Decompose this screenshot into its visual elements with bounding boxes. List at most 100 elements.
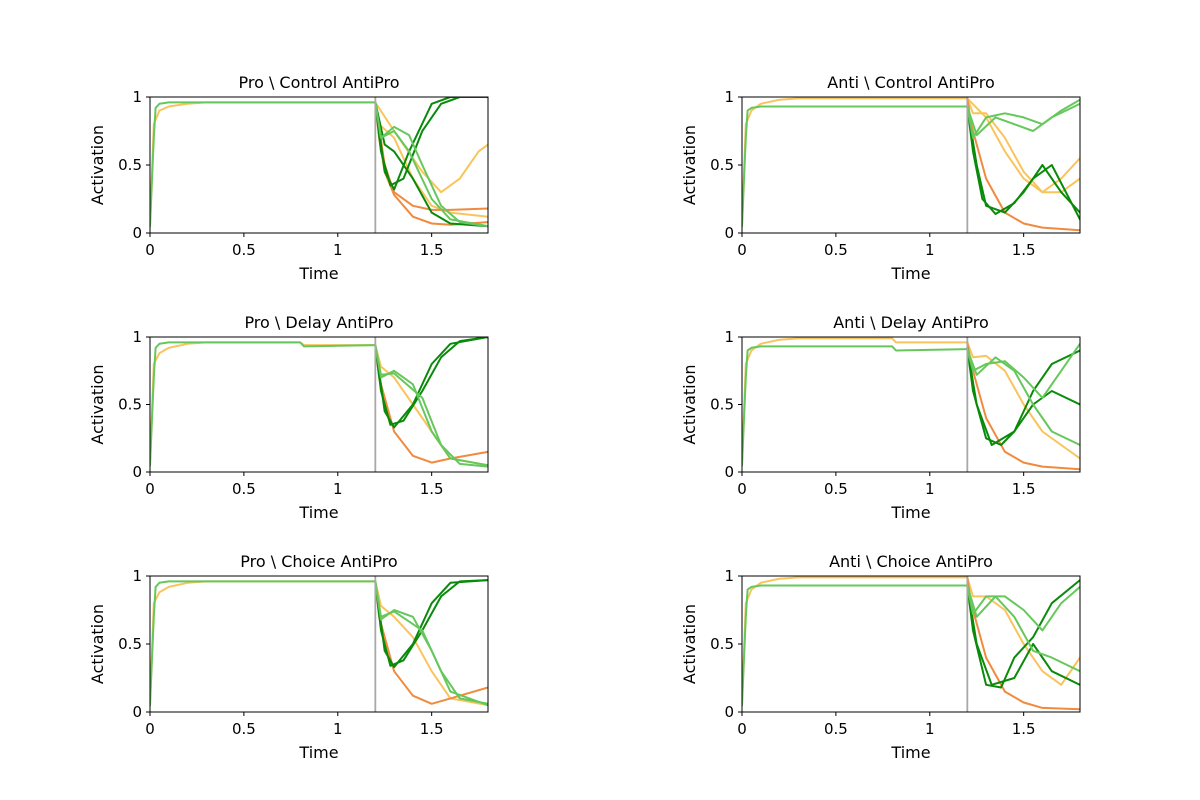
x-tick-label: 1.5 [1012, 720, 1036, 738]
subplot-3: 0 0.5 1 1.5 0 0.5 1 Pro \ Delay AntiPro Time Acti… [88, 313, 489, 522]
series-line-8 [966, 98, 1080, 139]
x-tick-label: 0.5 [232, 720, 256, 738]
subplot-4: 0 0.5 1 1.5 0 0.5 1 Anti \ Delay AntiPro Time Act… [680, 313, 1081, 522]
subplot-1: 0 0.5 1 1.5 0 0.5 1 Pro \ Control AntiPro Time Ac… [88, 73, 489, 283]
series-line-5 [966, 346, 1080, 446]
plot-area [742, 97, 1080, 232]
series-line-9 [374, 101, 488, 228]
x-tick-label: 1.5 [420, 480, 444, 498]
series-line-6 [374, 344, 488, 467]
subplot-2: 0 0.5 1 1.5 0 0.5 1 Anti \ Control AntiPro Time A… [680, 73, 1081, 283]
series-line-8 [966, 348, 1080, 446]
y-tick-label: 1 [132, 567, 142, 585]
y-axis-label: Activation [680, 364, 699, 444]
subplot-title: Pro \ Choice AntiPro [240, 552, 397, 571]
series-line-1 [150, 341, 488, 467]
series-line-1 [742, 97, 969, 228]
series-line-7 [374, 101, 488, 228]
x-tick-label: 0 [737, 241, 747, 259]
y-tick-label: 1 [132, 88, 142, 106]
x-tick-label: 1.5 [1012, 241, 1036, 259]
y-tick-label: 0.5 [710, 396, 734, 414]
plot-area [150, 337, 488, 468]
y-tick-label: 0 [724, 703, 734, 721]
series-line-2 [966, 97, 1080, 194]
series-line-10 [374, 101, 488, 228]
series-line-2 [966, 341, 1080, 460]
x-tick-label: 0 [145, 480, 155, 498]
subplot-5: 0 0.5 1 1.5 0 0.5 1 Pro \ Choice AntiPro Time Act… [88, 552, 489, 762]
series-line-6 [966, 105, 1080, 214]
series-line-4 [374, 579, 488, 669]
y-tick-label: 0.5 [118, 156, 142, 174]
series-line-5 [374, 97, 488, 187]
series-line-4 [374, 337, 488, 429]
x-tick-label: 1 [925, 241, 935, 259]
y-axis-label: Activation [88, 364, 107, 444]
subplot-title: Pro \ Control AntiPro [238, 73, 399, 92]
series-line-6 [742, 345, 969, 467]
series-line-2 [374, 580, 488, 705]
y-tick-label: 1 [132, 328, 142, 346]
series-line-7 [742, 105, 969, 228]
series-line-6 [374, 97, 488, 191]
axes-frame [741, 336, 1081, 473]
y-tick-label: 0 [724, 224, 734, 242]
subplot-title: Anti \ Control AntiPro [827, 73, 994, 92]
x-tick-label: 0.5 [824, 720, 848, 738]
x-tick-label: 0 [145, 241, 155, 259]
axes-frame [149, 96, 489, 234]
series-line-8 [966, 584, 1080, 673]
x-tick-label: 1 [925, 480, 935, 498]
y-tick-label: 0.5 [118, 396, 142, 414]
y-tick-label: 0 [132, 463, 142, 481]
x-tick-label: 1.5 [420, 720, 444, 738]
x-tick-label: 0 [145, 720, 155, 738]
series-line-5 [966, 105, 1080, 221]
x-tick-label: 0.5 [232, 241, 256, 259]
x-tick-label: 0.5 [232, 480, 256, 498]
series-line-8 [150, 101, 377, 228]
plot-area [742, 576, 1080, 711]
y-axis-label: Activation [88, 604, 107, 684]
y-tick-label: 0.5 [710, 635, 734, 653]
series-line-6 [374, 580, 488, 707]
series-line-3 [374, 337, 488, 426]
x-tick-label: 1.5 [420, 241, 444, 259]
x-tick-label: 1 [333, 720, 343, 738]
series-line-1 [742, 576, 969, 707]
x-axis-label: Time [298, 743, 338, 762]
y-axis-label: Activation [680, 604, 699, 684]
series-line-7 [374, 580, 488, 705]
y-tick-label: 1 [724, 328, 734, 346]
plot-area [150, 97, 488, 228]
series-line-5 [150, 341, 377, 467]
y-axis-label: Activation [88, 125, 107, 205]
subplot-6: 0 0.5 1 1.5 0 0.5 1 Anti \ Choice AntiPro Time Ac… [680, 552, 1081, 762]
series-line-7 [374, 344, 488, 468]
series-line-1 [150, 580, 488, 707]
x-tick-label: 1 [333, 241, 343, 259]
series-line-5 [150, 580, 377, 707]
x-tick-label: 0 [737, 480, 747, 498]
y-tick-label: 0.5 [710, 156, 734, 174]
subplot-title: Anti \ Delay AntiPro [833, 313, 989, 332]
y-tick-label: 0 [132, 224, 142, 242]
x-tick-label: 1.5 [1012, 480, 1036, 498]
subplot-title: Anti \ Choice AntiPro [829, 552, 993, 571]
y-tick-label: 0 [132, 703, 142, 721]
y-tick-label: 1 [724, 567, 734, 585]
x-axis-label: Time [298, 264, 338, 283]
x-tick-label: 1 [925, 720, 935, 738]
series-line-7 [966, 342, 1080, 399]
series-line-5 [966, 584, 1080, 686]
x-axis-label: Time [890, 503, 930, 522]
y-tick-label: 0.5 [118, 635, 142, 653]
axes-frame [741, 96, 1081, 234]
series-line-1 [742, 337, 969, 467]
y-axis-label: Activation [680, 125, 699, 205]
x-axis-label: Time [890, 743, 930, 762]
series-line-2 [966, 576, 1080, 686]
series-line-1 [150, 101, 488, 228]
